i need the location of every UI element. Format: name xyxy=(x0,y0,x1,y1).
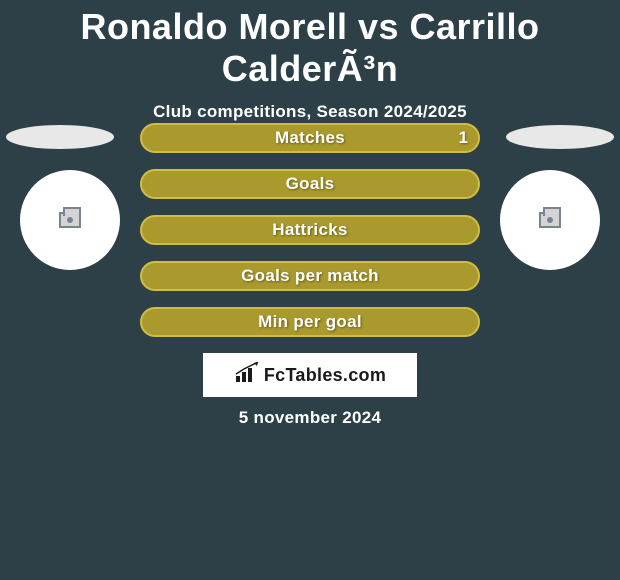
fctables-logo-text: FcTables.com xyxy=(264,365,386,386)
stat-label: Goals per match xyxy=(142,266,478,286)
placeholder-photo-icon xyxy=(59,212,81,228)
comparison-subtitle: Club competitions, Season 2024/2025 xyxy=(0,102,620,122)
placeholder-photo-icon xyxy=(539,212,561,228)
chart-icon xyxy=(234,362,260,389)
stat-row-min-per-goal: Min per goal xyxy=(140,307,480,337)
stat-row-hattricks: Hattricks xyxy=(140,215,480,245)
comparison-title: Ronaldo Morell vs Carrillo CalderÃ³n xyxy=(0,0,620,90)
stat-value-right: 1 xyxy=(459,128,468,148)
stat-label: Matches xyxy=(142,128,478,148)
team-ellipse-left xyxy=(6,125,114,149)
fctables-logo: FcTables.com xyxy=(203,353,417,397)
stat-label: Hattricks xyxy=(142,220,478,240)
stat-row-matches: Matches 1 xyxy=(140,123,480,153)
player-avatar-right xyxy=(500,170,600,270)
stat-label: Goals xyxy=(142,174,478,194)
player-avatar-left xyxy=(20,170,120,270)
team-ellipse-right xyxy=(506,125,614,149)
stat-row-goals: Goals xyxy=(140,169,480,199)
stat-label: Min per goal xyxy=(142,312,478,332)
comparison-date: 5 november 2024 xyxy=(0,408,620,428)
stat-row-goals-per-match: Goals per match xyxy=(140,261,480,291)
stat-rows: Matches 1 Goals Hattricks Goals per matc… xyxy=(140,123,480,353)
